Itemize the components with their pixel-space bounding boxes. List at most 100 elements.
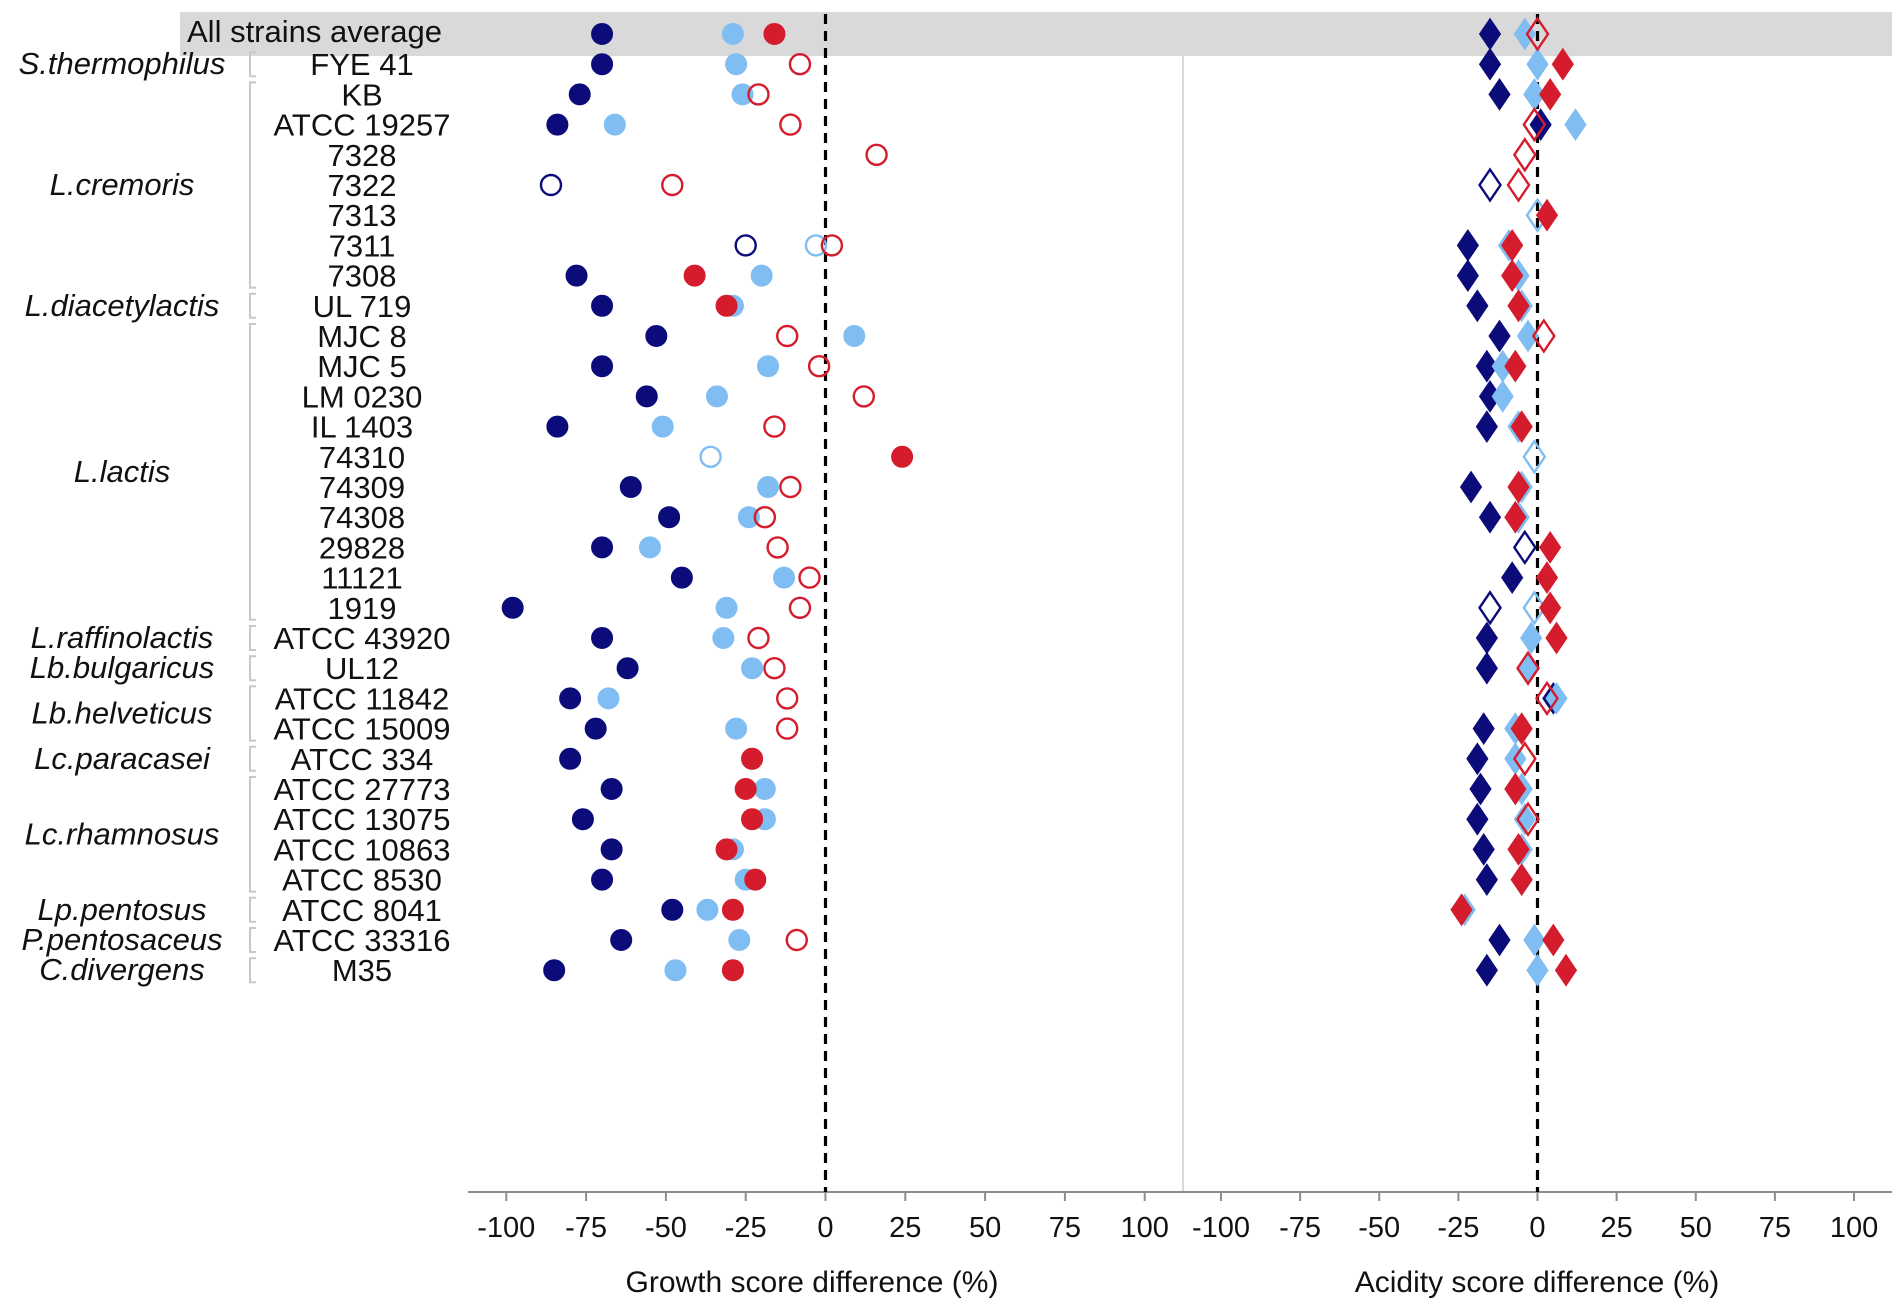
strain-label: FYE 41 — [310, 47, 413, 82]
growth-point-dark-blue — [610, 929, 633, 951]
growth-point-red — [763, 23, 786, 45]
acidity-point-light-blue — [1564, 108, 1587, 141]
growth-point-red — [785, 928, 808, 952]
growth-point-red — [661, 173, 684, 197]
acidity-point-red — [1512, 741, 1537, 777]
species-label: C.divergens — [39, 952, 204, 987]
species-bracket — [249, 685, 256, 742]
species-label: Lb.bulgaricus — [30, 650, 214, 685]
x-tick-label: -25 — [725, 1212, 767, 1244]
acidity-point-dark-blue — [1466, 742, 1489, 776]
species-label: L.diacetylactis — [25, 288, 220, 323]
strain-label: ATCC 43920 — [274, 621, 451, 656]
average-label: All strains average — [187, 14, 442, 49]
x-tick-label: -100 — [1192, 1212, 1250, 1244]
acidity-point-red — [1539, 78, 1562, 111]
strain-label: 74308 — [319, 500, 405, 535]
growth-point-light-blue — [725, 717, 748, 740]
acidity-point-dark-blue — [1478, 47, 1502, 81]
species-bracket — [249, 292, 256, 319]
growth-point-dark-blue — [559, 747, 582, 770]
acidity-point-red — [1545, 621, 1568, 655]
growth-point-dark-blue — [546, 415, 569, 438]
strain-label: MJC 8 — [317, 319, 407, 354]
strain-label: 7328 — [328, 138, 397, 173]
growth-point-light-blue — [773, 566, 796, 589]
strain-label: ATCC 8530 — [282, 863, 442, 898]
growth-point-red — [775, 324, 799, 348]
growth-point-light-blue — [721, 23, 744, 45]
growth-point-dark-blue — [591, 868, 614, 891]
growth-point-light-blue — [699, 445, 722, 468]
growth-point-red — [807, 355, 831, 378]
growth-point-light-blue — [705, 385, 728, 408]
growth-point-dark-blue — [661, 898, 684, 921]
growth-point-light-blue — [750, 264, 773, 287]
x-tick-label: -75 — [565, 1212, 607, 1244]
growth-point-light-blue — [741, 657, 764, 680]
acidity-point-light-blue — [1526, 953, 1549, 987]
strain-label: MJC 5 — [317, 349, 407, 384]
acidity-axis-title: Acidity score difference (%) — [1355, 1266, 1720, 1299]
growth-point-red — [763, 415, 786, 438]
growth-point-dark-blue — [543, 959, 566, 982]
x-tick-label: 50 — [1680, 1212, 1712, 1244]
acidity-point-dark-blue — [1475, 410, 1498, 443]
growth-point-red — [775, 717, 799, 740]
acidity-point-red — [1510, 863, 1533, 896]
strain-label: IL 1403 — [311, 410, 413, 445]
growth-point-dark-blue — [501, 596, 524, 619]
x-tick-label: -50 — [645, 1212, 687, 1244]
growth-point-red — [788, 596, 812, 619]
growth-point-light-blue — [651, 415, 674, 438]
x-tick-label: 0 — [1529, 1212, 1545, 1244]
acidity-point-dark-blue — [1472, 833, 1495, 866]
acidity-point-red — [1551, 47, 1574, 81]
growth-point-dark-blue — [645, 325, 668, 347]
growth-point-light-blue — [731, 83, 754, 106]
acidity-point-dark-blue — [1488, 78, 1511, 111]
species-label: L.raffinolactis — [31, 620, 214, 655]
species-label: Lc.rhamnosus — [25, 816, 220, 851]
acidity-point-dark-blue — [1475, 621, 1498, 655]
acidity-panel: -100 -75 -50 -25 0 25 50 75 100 — [1192, 14, 1878, 1244]
growth-point-red — [744, 868, 767, 891]
acidity-point-red — [1504, 772, 1527, 806]
acidity-point-light-blue — [1522, 590, 1547, 626]
growth-point-dark-blue — [619, 476, 642, 498]
growth-point-dark-blue — [734, 234, 757, 257]
growth-point-red — [683, 264, 706, 287]
strain-label: ATCC 334 — [291, 742, 433, 777]
growth-point-red — [741, 808, 764, 831]
growth-point-dark-blue — [658, 506, 681, 529]
species-bracket — [249, 776, 256, 893]
acidity-point-dark-blue — [1488, 923, 1511, 957]
growth-point-light-blue — [737, 506, 760, 529]
species-bracket — [249, 323, 256, 621]
strain-label: ATCC 13075 — [274, 802, 451, 837]
acidity-point-light-blue — [1516, 319, 1540, 353]
growth-point-red — [753, 506, 777, 529]
growth-point-dark-blue — [591, 536, 614, 559]
growth-panel: -100 -75 -50 -25 0 25 50 75 100 — [477, 14, 1169, 1244]
species-label: Lc.paracasei — [34, 741, 211, 776]
strain-label: ATCC 15009 — [274, 712, 451, 747]
acidity-point-dark-blue — [1478, 500, 1502, 534]
acidity-point-dark-blue — [1529, 108, 1552, 141]
acidity-point-red — [1512, 137, 1537, 173]
growth-point-dark-blue — [546, 113, 569, 136]
average-band — [180, 12, 1892, 56]
growth-point-light-blue — [725, 53, 748, 76]
growth-point-dark-blue — [568, 83, 591, 106]
species-bracket — [249, 957, 256, 984]
acidity-point-red — [1535, 561, 1559, 594]
x-tick-label: 100 — [1830, 1212, 1878, 1244]
growth-point-dark-blue — [616, 657, 639, 680]
strain-label: UL 719 — [313, 289, 412, 324]
acidity-point-red — [1510, 410, 1533, 443]
growth-point-red — [715, 294, 738, 317]
growth-point-light-blue — [638, 536, 661, 559]
strain-label: 7308 — [328, 259, 397, 294]
growth-point-red — [715, 838, 738, 861]
acidity-point-red — [1522, 106, 1547, 143]
